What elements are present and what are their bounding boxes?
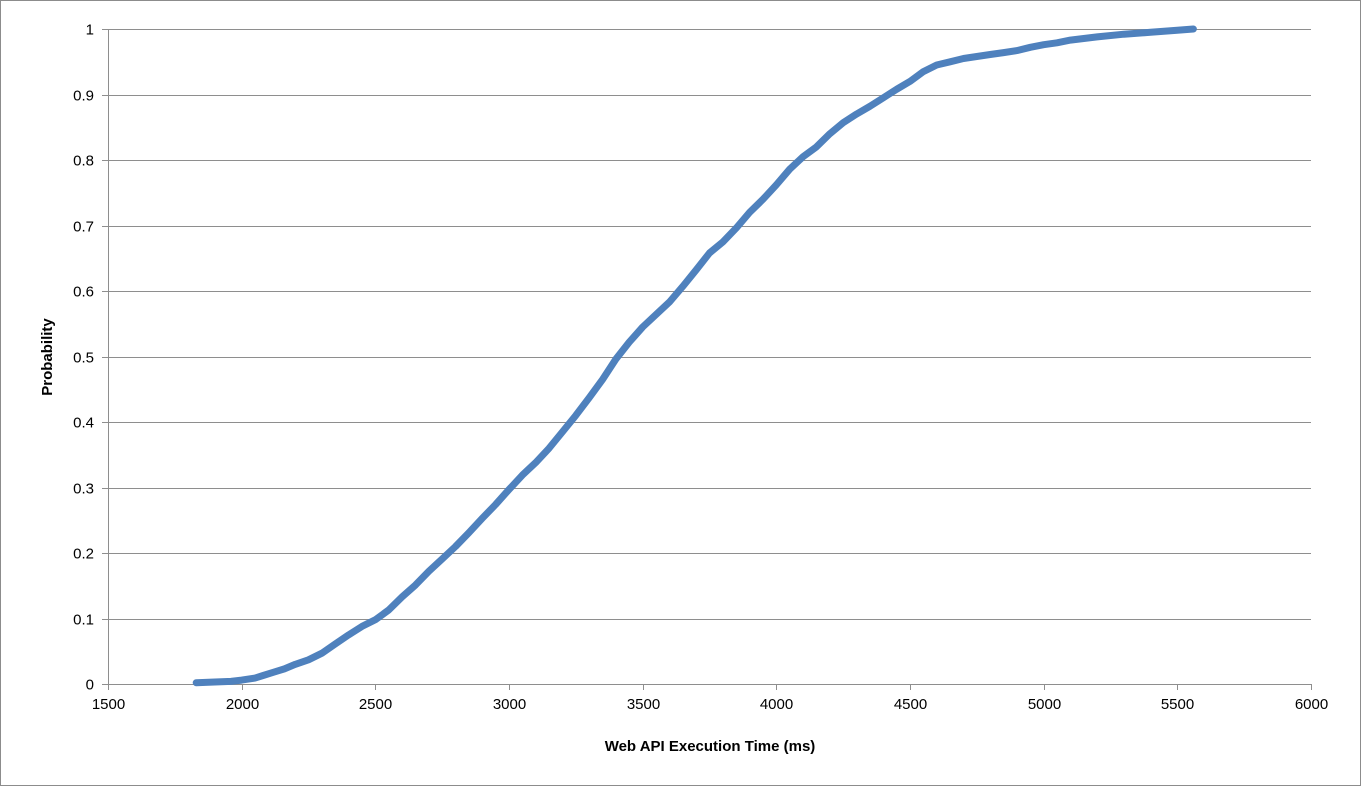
x-tick-label: 3500 xyxy=(627,696,660,713)
axes xyxy=(102,29,1312,690)
x-tick-label: 5000 xyxy=(1028,696,1061,713)
x-tick-label: 5500 xyxy=(1161,696,1194,713)
x-tick-label: 4500 xyxy=(894,696,927,713)
x-tick-label: 1500 xyxy=(92,696,125,713)
x-tick-label: 3000 xyxy=(493,696,526,713)
x-tick-label: 6000 xyxy=(1295,696,1328,713)
y-tick-label: 0 xyxy=(86,677,94,694)
y-tick-label: 0.7 xyxy=(73,219,94,236)
y-tick-label: 0.3 xyxy=(73,481,94,498)
y-tick-label: 0.2 xyxy=(73,546,94,563)
y-tick-label: 0.8 xyxy=(73,153,94,170)
tick-labels: 0 0.1 0.2 0.3 0.4 0.5 0.6 0.7 0.8 0.9 1 1500 2000 250… xyxy=(73,22,1328,714)
x-tick-label: 2500 xyxy=(359,696,392,713)
series-line xyxy=(192,25,1197,687)
x-tick-label: 2000 xyxy=(226,696,259,713)
x-axis-title: Web API Execution Time (ms) xyxy=(605,738,816,755)
y-tick-label: 0.1 xyxy=(73,612,94,629)
gridlines xyxy=(108,29,1311,620)
y-tick-label: 0.9 xyxy=(73,88,94,105)
series-layer xyxy=(192,25,1197,687)
y-tick-label: 1 xyxy=(86,22,94,39)
y-axis-title: Probability xyxy=(39,318,56,396)
x-tick-label: 4000 xyxy=(760,696,793,713)
y-tick-label: 0.4 xyxy=(73,415,94,432)
y-tick-label: 0.5 xyxy=(73,350,94,367)
y-tick-label: 0.6 xyxy=(73,284,94,301)
